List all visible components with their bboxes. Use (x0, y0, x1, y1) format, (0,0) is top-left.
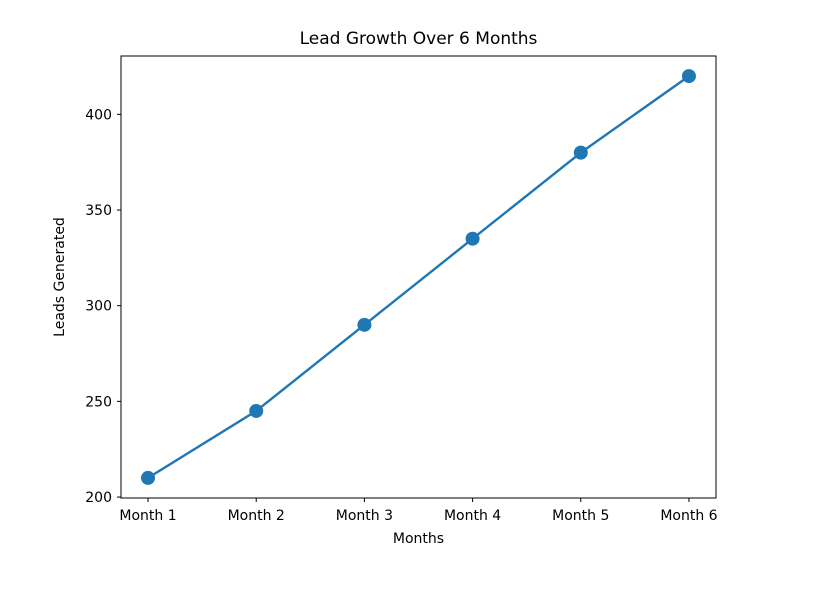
data-point-month-4 (465, 231, 480, 246)
data-point-month-2 (249, 403, 264, 418)
data-point-month-3 (357, 317, 372, 332)
data-point-month-1 (141, 470, 156, 485)
x-tick-label: Month 2 (228, 508, 285, 524)
x-tick-label: Month 5 (552, 508, 609, 524)
y-tick-label: 300 (85, 299, 112, 315)
y-tick-label: 400 (85, 107, 112, 123)
data-point-month-5 (573, 145, 588, 160)
axes-frame (120, 55, 717, 499)
data-point-month-6 (681, 69, 696, 84)
x-axis-label: Months (392, 531, 445, 547)
chart-title: Lead Growth Over 6 Months (299, 29, 538, 49)
y-axis-label: Leads Generated (52, 217, 68, 337)
x-tick-label: Month 3 (336, 508, 393, 524)
x-tick-label: Month 1 (119, 508, 176, 524)
y-tick-label: 350 (85, 203, 112, 219)
y-tick-label: 200 (85, 490, 112, 506)
x-tick-label: Month 4 (444, 508, 501, 524)
y-tick-label: 250 (85, 394, 112, 410)
data-line (146, 74, 691, 480)
x-tick-label: Month 6 (660, 508, 717, 524)
